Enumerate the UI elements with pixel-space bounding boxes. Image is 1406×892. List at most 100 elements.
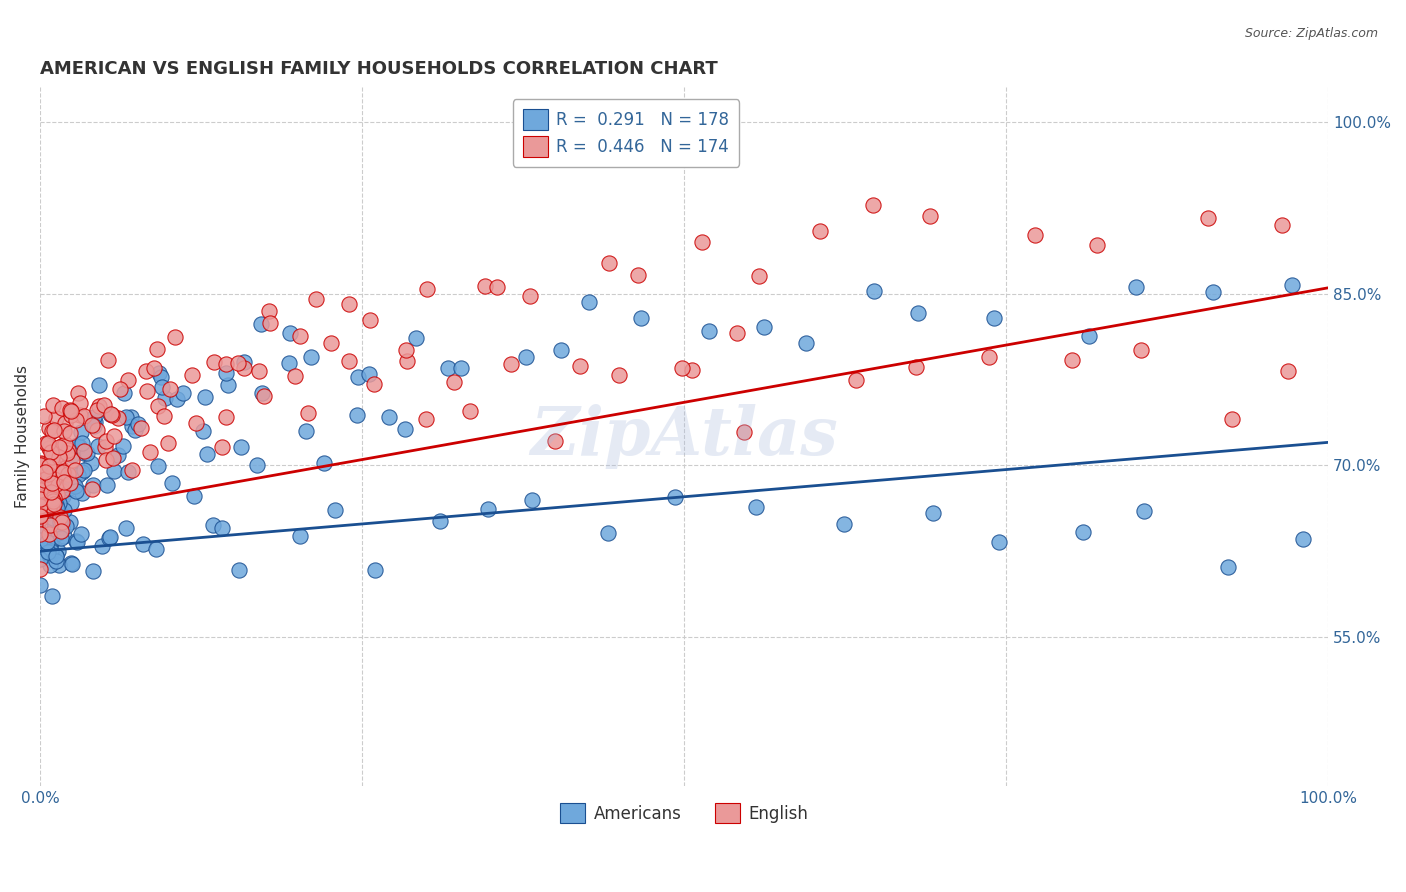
Point xyxy=(34,495,56,509)
Point xyxy=(48,440,70,454)
Point xyxy=(51,401,73,415)
Point xyxy=(52,424,75,438)
Point xyxy=(319,335,342,350)
Point xyxy=(30,508,52,523)
Point xyxy=(754,319,776,334)
Point xyxy=(83,410,105,425)
Point xyxy=(38,473,60,487)
Point xyxy=(922,506,945,520)
Point xyxy=(100,530,122,544)
Point xyxy=(41,511,63,525)
Point xyxy=(80,456,103,470)
Point xyxy=(73,409,96,423)
Point xyxy=(42,500,65,515)
Point xyxy=(30,464,52,478)
Point xyxy=(53,475,76,490)
Point xyxy=(41,492,63,507)
Point xyxy=(46,487,69,501)
Point xyxy=(46,544,69,558)
Point xyxy=(150,380,173,394)
Point xyxy=(97,531,120,545)
Point xyxy=(94,434,117,448)
Point xyxy=(51,484,73,499)
Point xyxy=(103,429,125,443)
Point xyxy=(153,409,176,423)
Point xyxy=(45,497,67,511)
Point xyxy=(30,490,52,504)
Point xyxy=(183,489,205,503)
Point xyxy=(44,469,66,483)
Point xyxy=(30,483,52,498)
Point xyxy=(45,498,67,512)
Point xyxy=(60,408,83,422)
Point xyxy=(58,481,80,495)
Point xyxy=(630,310,652,325)
Point xyxy=(228,563,250,577)
Point xyxy=(1062,353,1084,368)
Point xyxy=(499,358,522,372)
Point xyxy=(96,453,118,467)
Point xyxy=(37,542,59,557)
Point xyxy=(66,386,89,401)
Point xyxy=(30,489,52,503)
Point xyxy=(100,408,122,422)
Point xyxy=(232,360,254,375)
Point xyxy=(53,467,76,482)
Point xyxy=(63,463,86,477)
Point xyxy=(48,558,70,573)
Point xyxy=(598,525,620,540)
Point xyxy=(862,198,884,212)
Point xyxy=(42,472,65,486)
Point xyxy=(80,482,103,496)
Point xyxy=(76,446,98,460)
Point xyxy=(845,373,868,387)
Point xyxy=(44,477,66,491)
Point xyxy=(35,535,58,549)
Point xyxy=(39,480,62,494)
Point xyxy=(52,466,75,480)
Point xyxy=(83,418,105,433)
Point xyxy=(48,519,70,533)
Point xyxy=(73,446,96,460)
Point xyxy=(1129,343,1152,357)
Point xyxy=(681,363,703,377)
Point xyxy=(38,526,60,541)
Point xyxy=(132,537,155,551)
Point xyxy=(153,391,176,405)
Point xyxy=(257,304,280,318)
Point xyxy=(41,455,63,469)
Point xyxy=(67,439,90,453)
Point xyxy=(30,531,52,545)
Point xyxy=(30,492,52,507)
Point xyxy=(598,256,620,270)
Point xyxy=(62,477,84,491)
Point xyxy=(107,448,129,462)
Point xyxy=(347,370,370,384)
Point xyxy=(94,440,117,454)
Point xyxy=(671,361,693,376)
Y-axis label: Family Households: Family Households xyxy=(15,365,30,508)
Point xyxy=(30,491,52,505)
Point xyxy=(37,490,59,504)
Point xyxy=(863,284,886,298)
Point xyxy=(55,437,77,451)
Point xyxy=(52,437,75,451)
Point xyxy=(146,458,169,473)
Point xyxy=(415,412,437,426)
Point xyxy=(301,351,323,365)
Point xyxy=(437,361,460,376)
Point xyxy=(115,409,138,424)
Point xyxy=(49,474,72,488)
Point xyxy=(405,331,427,345)
Point xyxy=(1216,559,1239,574)
Point xyxy=(485,280,508,294)
Point xyxy=(30,500,52,514)
Point xyxy=(364,563,387,577)
Point xyxy=(312,456,335,470)
Point xyxy=(38,421,60,435)
Point xyxy=(519,289,541,303)
Point xyxy=(52,529,75,543)
Point xyxy=(1125,280,1147,294)
Point xyxy=(46,504,69,518)
Point xyxy=(59,476,82,491)
